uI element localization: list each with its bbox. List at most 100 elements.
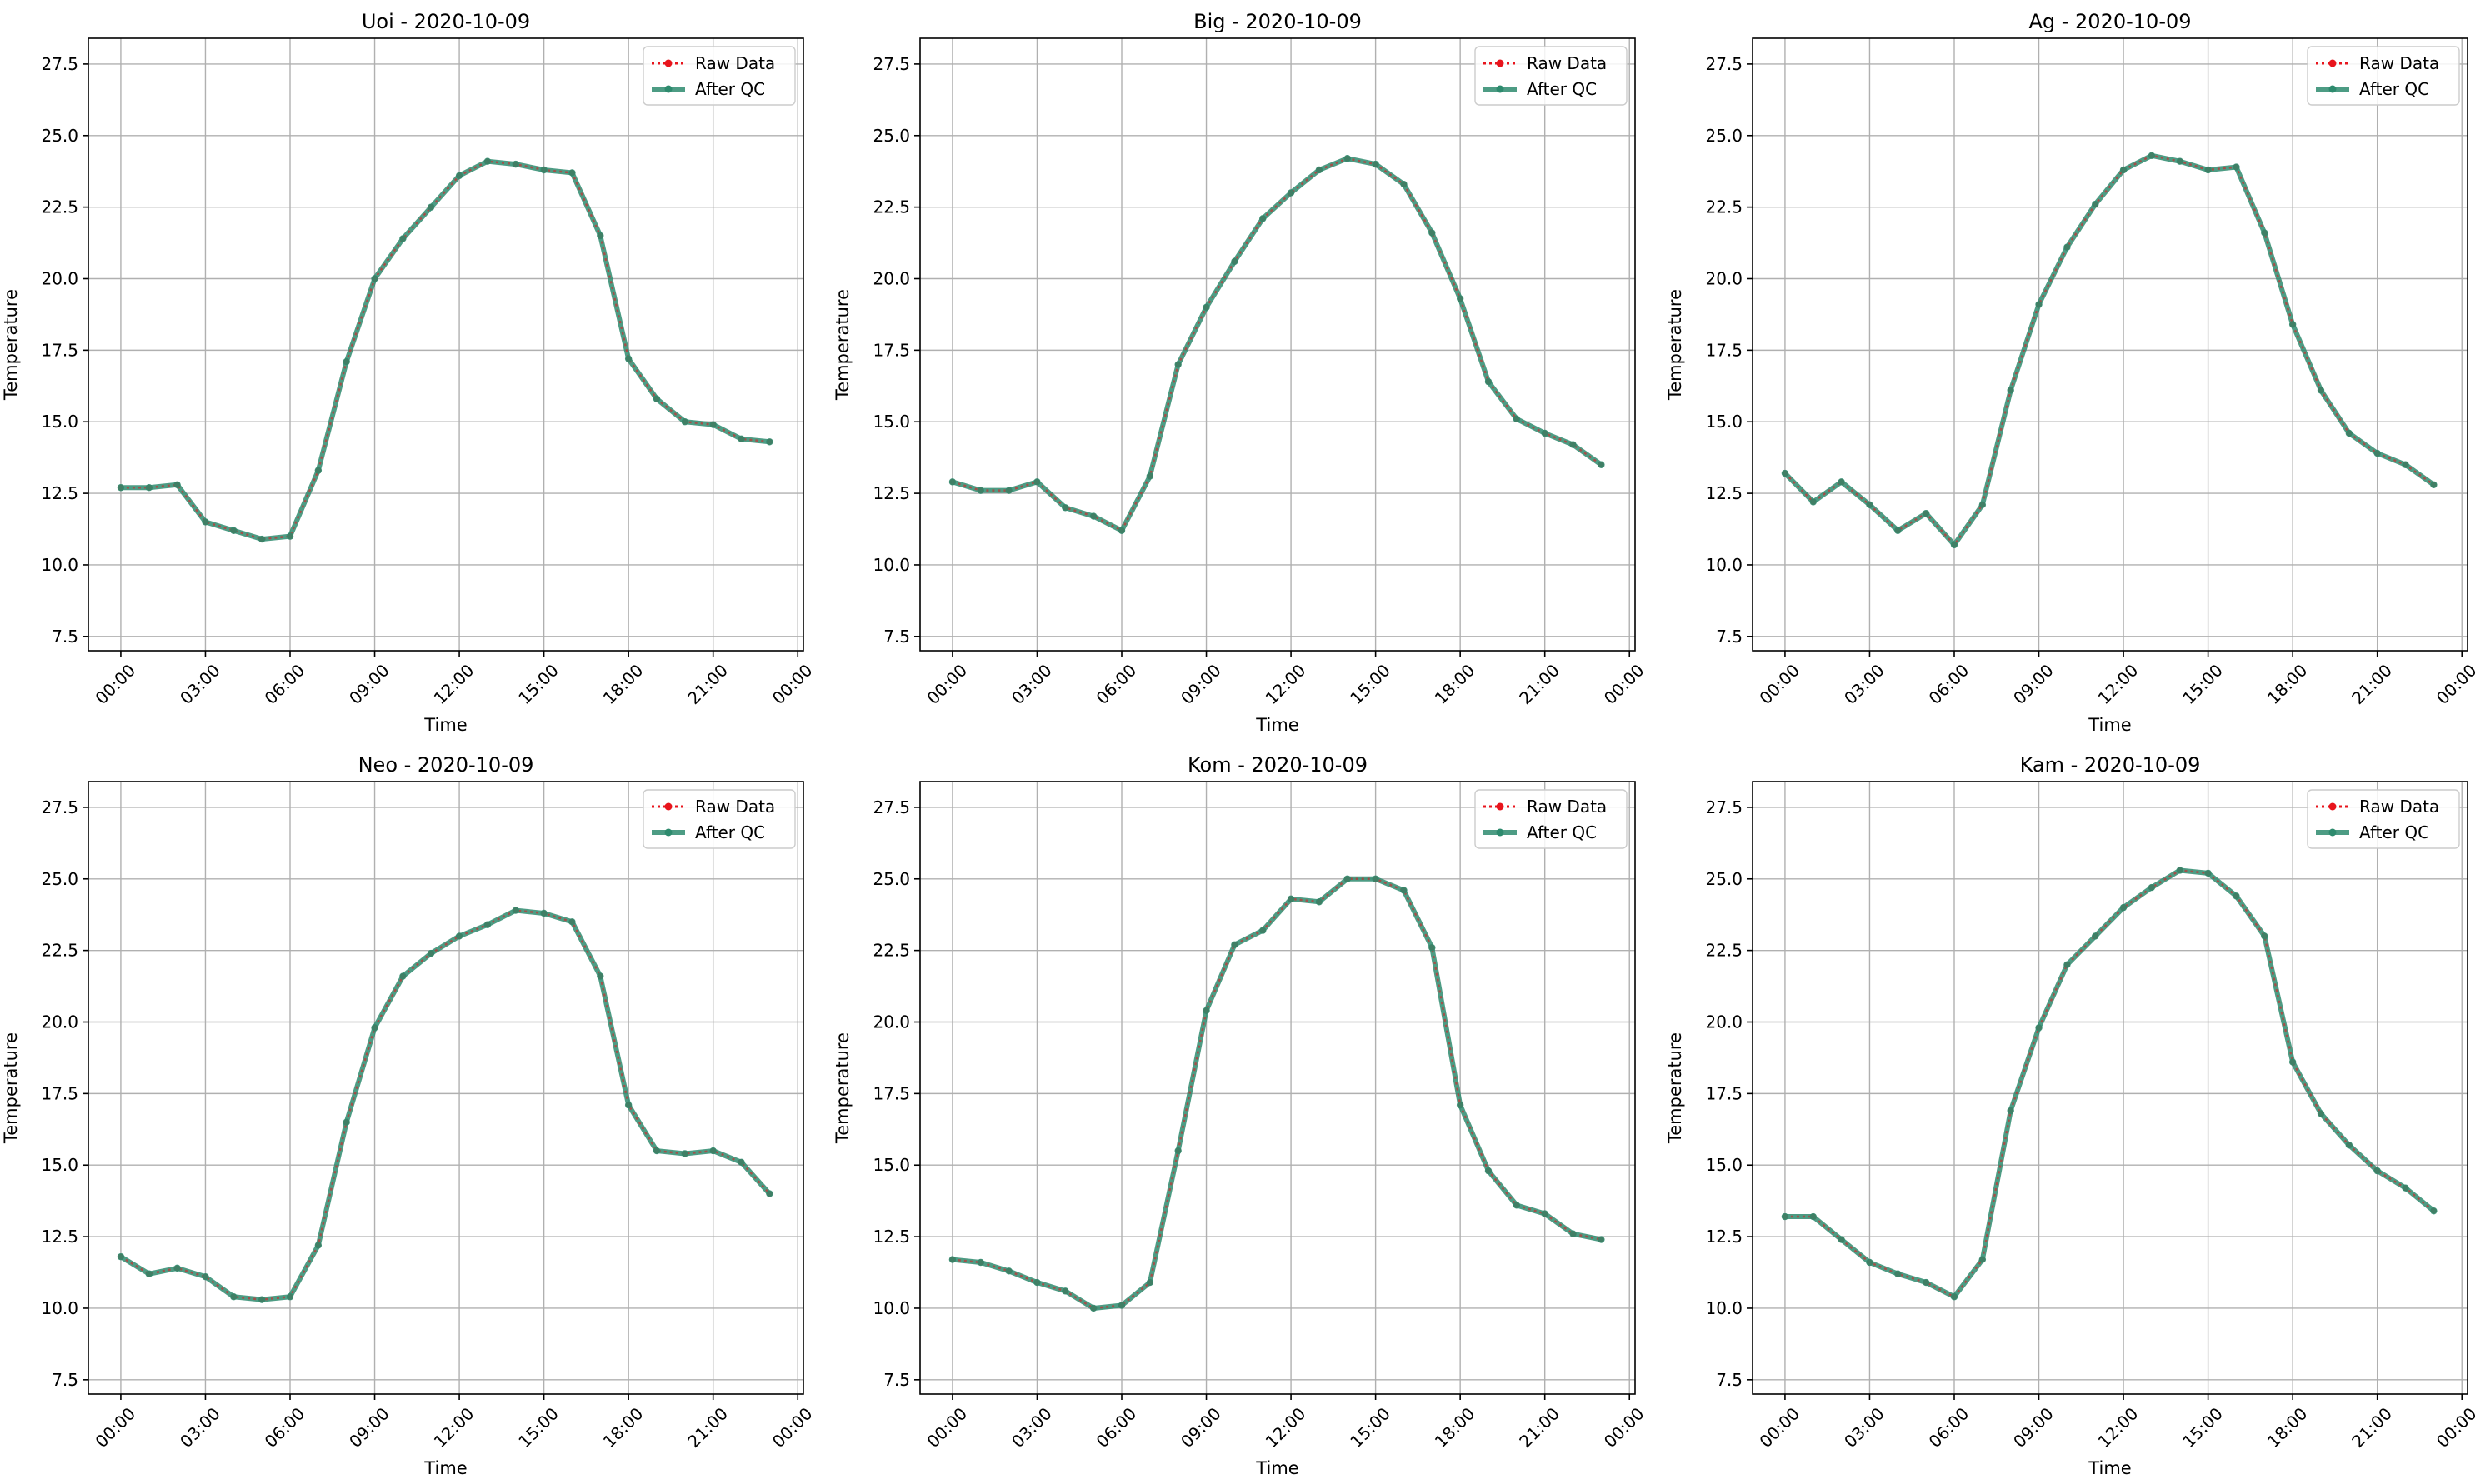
data-point-after-qc <box>1259 927 1267 934</box>
data-point-after-qc <box>117 1252 125 1261</box>
data-point-after-qc <box>1894 1270 1902 1277</box>
data-point-after-qc <box>568 918 576 926</box>
y-tick-label: 15.0 <box>873 412 910 432</box>
x-tick-label: 09:00 <box>345 660 393 708</box>
data-point-after-qc <box>977 1258 984 1267</box>
data-point-after-qc <box>2288 1058 2297 1066</box>
data-point-after-qc <box>286 1293 294 1301</box>
y-tick-label: 12.5 <box>41 1227 78 1247</box>
x-tick-label: 00:00 <box>91 660 139 708</box>
data-point-after-qc <box>709 421 717 428</box>
x-tick-label: 18:00 <box>1431 1403 1479 1452</box>
x-tick-label: 00:00 <box>768 1403 817 1452</box>
data-point-after-qc <box>343 1118 350 1126</box>
legend-marker-raw <box>664 59 673 67</box>
axes-frame <box>88 37 804 652</box>
x-tick-label: 00:00 <box>2433 660 2481 708</box>
y-tick-label: 25.0 <box>41 869 78 889</box>
data-point-after-qc <box>1598 461 1605 468</box>
legend-marker-after-qc <box>1496 85 1504 93</box>
data-point-after-qc <box>1950 1293 1958 1301</box>
y-axis-label: Temperature <box>1 1032 21 1144</box>
x-tick-label: 00:00 <box>923 1403 971 1452</box>
series-line-after-qc <box>952 156 1603 533</box>
data-point-after-qc <box>173 481 181 488</box>
x-tick-label: 21:00 <box>2348 660 2396 708</box>
y-tick-label: 22.5 <box>41 941 78 961</box>
legend-marker-raw <box>664 802 673 811</box>
x-tick-label: 15:00 <box>514 660 563 708</box>
data-point-after-qc <box>2430 481 2438 488</box>
data-point-after-qc <box>399 972 407 980</box>
x-tick-label: 15:00 <box>2178 660 2227 708</box>
data-point-after-qc <box>371 275 378 282</box>
data-point-after-qc <box>512 907 519 914</box>
x-tick-label: 06:00 <box>261 660 309 708</box>
x-tick-label: 09:00 <box>2009 1403 2058 1452</box>
data-point-after-qc <box>1484 1167 1493 1175</box>
data-point-after-qc <box>1146 1278 1154 1287</box>
x-tick-label: 00:00 <box>923 660 971 708</box>
data-point-after-qc <box>1372 160 1379 168</box>
data-point-after-qc <box>738 435 745 443</box>
legend-marker-after-qc <box>664 828 673 837</box>
chart-title: Big - 2020-10-09 <box>1193 10 1362 33</box>
data-point-after-qc <box>2373 449 2381 457</box>
data-point-after-qc <box>1062 504 1069 512</box>
data-point-after-qc <box>483 921 492 928</box>
data-point-after-qc <box>2317 387 2325 394</box>
legend-label-raw: Raw Data <box>2359 797 2439 817</box>
x-tick-label: 21:00 <box>683 660 732 708</box>
data-point-after-qc <box>173 1264 181 1272</box>
data-point-after-qc <box>2035 301 2043 308</box>
y-tick-label: 15.0 <box>1705 412 1743 432</box>
legend-label-after-qc: After QC <box>1527 822 1597 842</box>
x-tick-label: 00:00 <box>2433 1403 2481 1452</box>
y-tick-label: 7.5 <box>883 1370 910 1390</box>
legend-marker-after-qc <box>664 85 673 93</box>
y-tick-label: 17.5 <box>1705 340 1743 360</box>
data-point-after-qc <box>1781 469 1789 477</box>
x-tick-label: 12:00 <box>2094 1403 2143 1452</box>
x-axis-label: Time <box>423 715 467 735</box>
x-tick-label: 18:00 <box>1431 660 1479 708</box>
data-point-after-qc <box>1315 898 1323 906</box>
data-point-after-qc <box>1456 1101 1464 1109</box>
subplot-3: 7.5 10.0 12.5 15.0 17.5 20.0 22.5 25.0 27.5 00:00… <box>1665 10 2481 735</box>
x-axis-label: Time <box>1255 715 1298 735</box>
legend-label-after-qc: After QC <box>2359 79 2429 99</box>
data-point-after-qc <box>2373 1167 2381 1175</box>
data-point-after-qc <box>2345 1141 2353 1149</box>
x-tick-label: 06:00 <box>1093 660 1141 708</box>
y-tick-label: 10.0 <box>41 1298 78 1318</box>
series-line-after-qc <box>119 907 772 1302</box>
data-point-after-qc <box>2233 892 2240 900</box>
y-axis-label: Temperature <box>833 289 853 401</box>
data-point-after-qc <box>1005 487 1013 494</box>
data-point-after-qc <box>1569 441 1577 448</box>
y-tick-label: 12.5 <box>873 1227 910 1247</box>
data-point-after-qc <box>2148 883 2156 892</box>
y-tick-label: 12.5 <box>1705 483 1743 503</box>
axes-frame <box>88 781 804 1395</box>
x-tick-label: 06:00 <box>1925 660 1973 708</box>
data-point-after-qc <box>145 1270 153 1277</box>
legend-marker-raw <box>2328 802 2337 811</box>
legend: Raw Data After QC <box>2307 46 2460 106</box>
x-tick-label: 21:00 <box>2348 1403 2396 1452</box>
x-tick-label: 00:00 <box>91 1403 139 1452</box>
data-point-after-qc <box>597 232 604 240</box>
legend: Raw Data After QC <box>643 789 796 849</box>
y-tick-label: 27.5 <box>873 54 910 74</box>
data-point-after-qc <box>1400 180 1408 188</box>
y-tick-label: 22.5 <box>873 941 910 961</box>
data-point-after-qc <box>314 467 323 474</box>
y-tick-label: 7.5 <box>1716 1370 1743 1390</box>
y-tick-label: 10.0 <box>873 1298 910 1318</box>
y-tick-label: 17.5 <box>1705 1083 1743 1103</box>
data-point-after-qc <box>258 535 266 543</box>
x-tick-label: 21:00 <box>1515 660 1563 708</box>
data-point-after-qc <box>258 1296 266 1303</box>
x-tick-label: 00:00 <box>1755 660 1803 708</box>
grid <box>920 38 1635 651</box>
